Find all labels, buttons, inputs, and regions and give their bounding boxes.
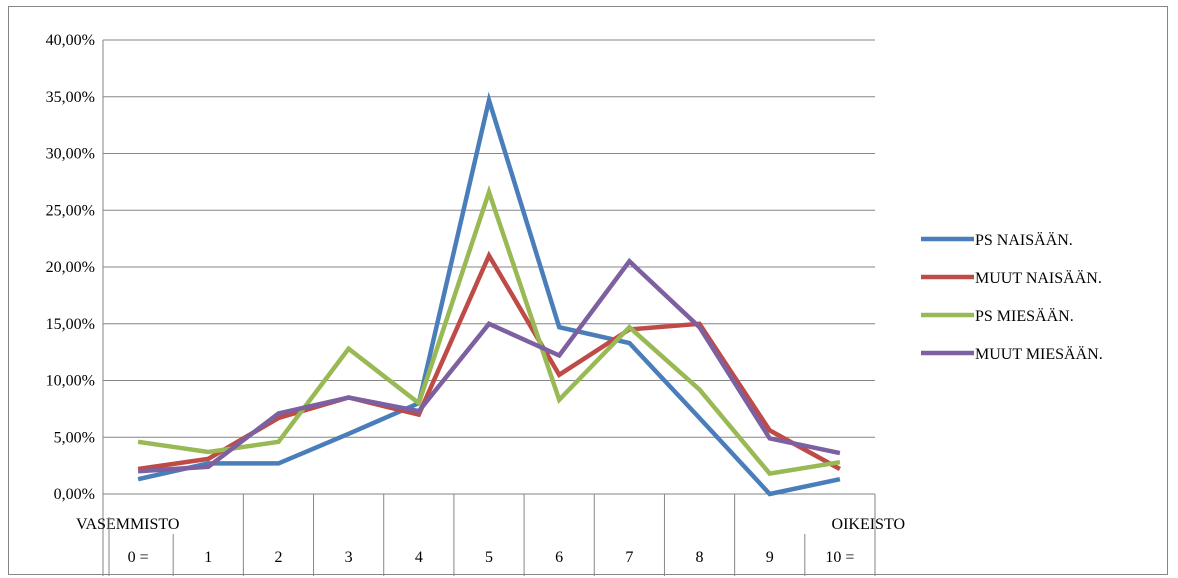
- x-tick-label: 0 =: [128, 549, 149, 566]
- x-tick-label: 6: [555, 549, 563, 566]
- series-line-1: [137, 91, 841, 497]
- y-tick-label: 35,00%: [46, 89, 95, 106]
- series-line-3: [137, 185, 841, 477]
- x-axis: 0 = 1 2 3 4 5 6 7 8 9 10 = VASEMMISTO OIKEISTO: [76, 494, 905, 576]
- y-tick-label: 25,00%: [46, 202, 95, 219]
- series-line-4: [137, 257, 841, 474]
- x-sublabel-left: VASEMMISTO: [76, 516, 179, 533]
- x-tick-label: 10 =: [825, 549, 854, 566]
- legend-label: MUUT MIESÄÄN.: [975, 345, 1103, 363]
- x-tick-label: 1: [204, 549, 212, 566]
- x-tick-label: 8: [696, 549, 704, 566]
- x-sublabel-right: OIKEISTO: [832, 516, 905, 533]
- y-tick-label: 5,00%: [54, 429, 95, 446]
- gridlines: [102, 39, 875, 495]
- line-chart: 0,00% 5,00% 10,00% 15,00% 20,00% 25,00% 30,00%…: [46, 32, 1103, 576]
- y-tick-label: 40,00%: [46, 32, 95, 49]
- y-tick-label: 20,00%: [46, 259, 95, 276]
- y-tick-label: 15,00%: [46, 316, 95, 333]
- series-lines: [137, 91, 841, 497]
- y-tick-label: 10,00%: [46, 373, 95, 390]
- legend-label: PS MIESÄÄN.: [975, 307, 1074, 325]
- legend-label: PS NAISÄÄN.: [975, 231, 1073, 249]
- y-tick-label: 0,00%: [54, 486, 95, 503]
- y-tick-label: 30,00%: [46, 146, 95, 163]
- chart-frame: 0,00% 5,00% 10,00% 15,00% 20,00% 25,00% 30,00%…: [8, 6, 1168, 576]
- x-tick-label: 3: [345, 549, 353, 566]
- x-tick-label: 7: [625, 549, 633, 566]
- x-tick-label: 4: [415, 549, 423, 566]
- legend: PS NAISÄÄN. MUUT NAISÄÄN. PS MIESÄÄN. MUUT …: [921, 231, 1103, 363]
- legend-label: MUUT NAISÄÄN.: [975, 269, 1102, 287]
- x-tick-label: 2: [274, 549, 282, 566]
- x-tick-label: 9: [766, 549, 774, 566]
- x-tick-label: 5: [485, 549, 493, 566]
- y-axis-tick-labels: 0,00% 5,00% 10,00% 15,00% 20,00% 25,00% 30,00%…: [46, 32, 95, 503]
